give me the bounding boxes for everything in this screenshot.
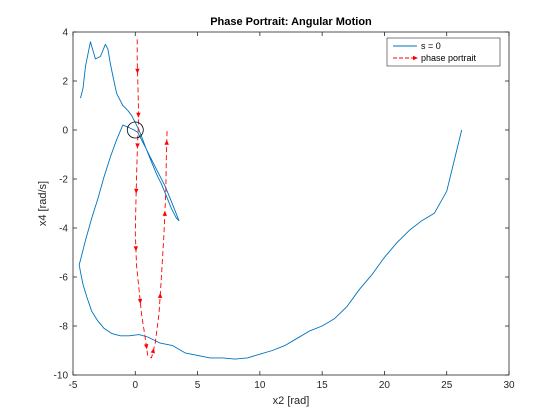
direction-arrow-icon	[135, 143, 140, 149]
legend-arrow-icon	[413, 55, 418, 61]
direction-arrow-icon	[150, 348, 155, 354]
x-tick-label: 20	[379, 380, 391, 391]
y-tick-label: -2	[59, 175, 68, 186]
direction-arrow-icon	[135, 68, 140, 74]
ticks-layer: -5 0 5 10 15 20 25 30 -10 -8 -6 -4 -2 0 2 4	[54, 28, 515, 392]
direction-arrow-icon	[136, 112, 141, 118]
x-tick-label: 10	[254, 380, 266, 391]
direction-arrow-icon	[133, 246, 139, 252]
y-tick-label: -8	[59, 322, 68, 333]
x-axis-label: x2 [rad]	[273, 395, 310, 407]
y-tick-label: -10	[54, 371, 69, 382]
direction-arrow-icon	[157, 292, 163, 299]
direction-arrow-icon	[137, 298, 143, 304]
legend-entry-phase-portrait: phase portrait	[421, 53, 477, 63]
legend-entry-s0: s = 0	[421, 41, 441, 51]
direction-arrow-icon	[143, 344, 149, 350]
y-tick-label: 2	[62, 77, 68, 88]
x-tick-label: 25	[441, 380, 453, 391]
legend-box	[386, 37, 501, 67]
direction-arrow-icon	[164, 139, 169, 145]
y-tick-label: 4	[62, 28, 68, 39]
y-tick-label: 0	[62, 126, 68, 137]
x-tick-label: 15	[317, 380, 329, 391]
chart-title: Phase Portrait: Angular Motion	[210, 16, 372, 28]
series-line-0	[78, 41, 463, 360]
equilibrium-circle-marker	[126, 121, 144, 139]
y-axis-label: x4 [rad/s]	[37, 181, 49, 226]
y-tick-label: -4	[59, 224, 68, 235]
legend: s = 0 phase portrait	[386, 37, 501, 67]
direction-arrow-icon	[162, 210, 167, 216]
direction-arrow-icon	[134, 188, 139, 194]
x-tick-label: 30	[503, 380, 515, 391]
y-tick-label: -6	[59, 273, 68, 284]
x-tick-label: -5	[69, 380, 78, 391]
x-tick-label: 0	[133, 380, 139, 391]
series-layer	[78, 39, 463, 360]
x-tick-label: 5	[195, 380, 201, 391]
series-line-1	[134, 39, 168, 359]
plot-area	[72, 31, 510, 376]
